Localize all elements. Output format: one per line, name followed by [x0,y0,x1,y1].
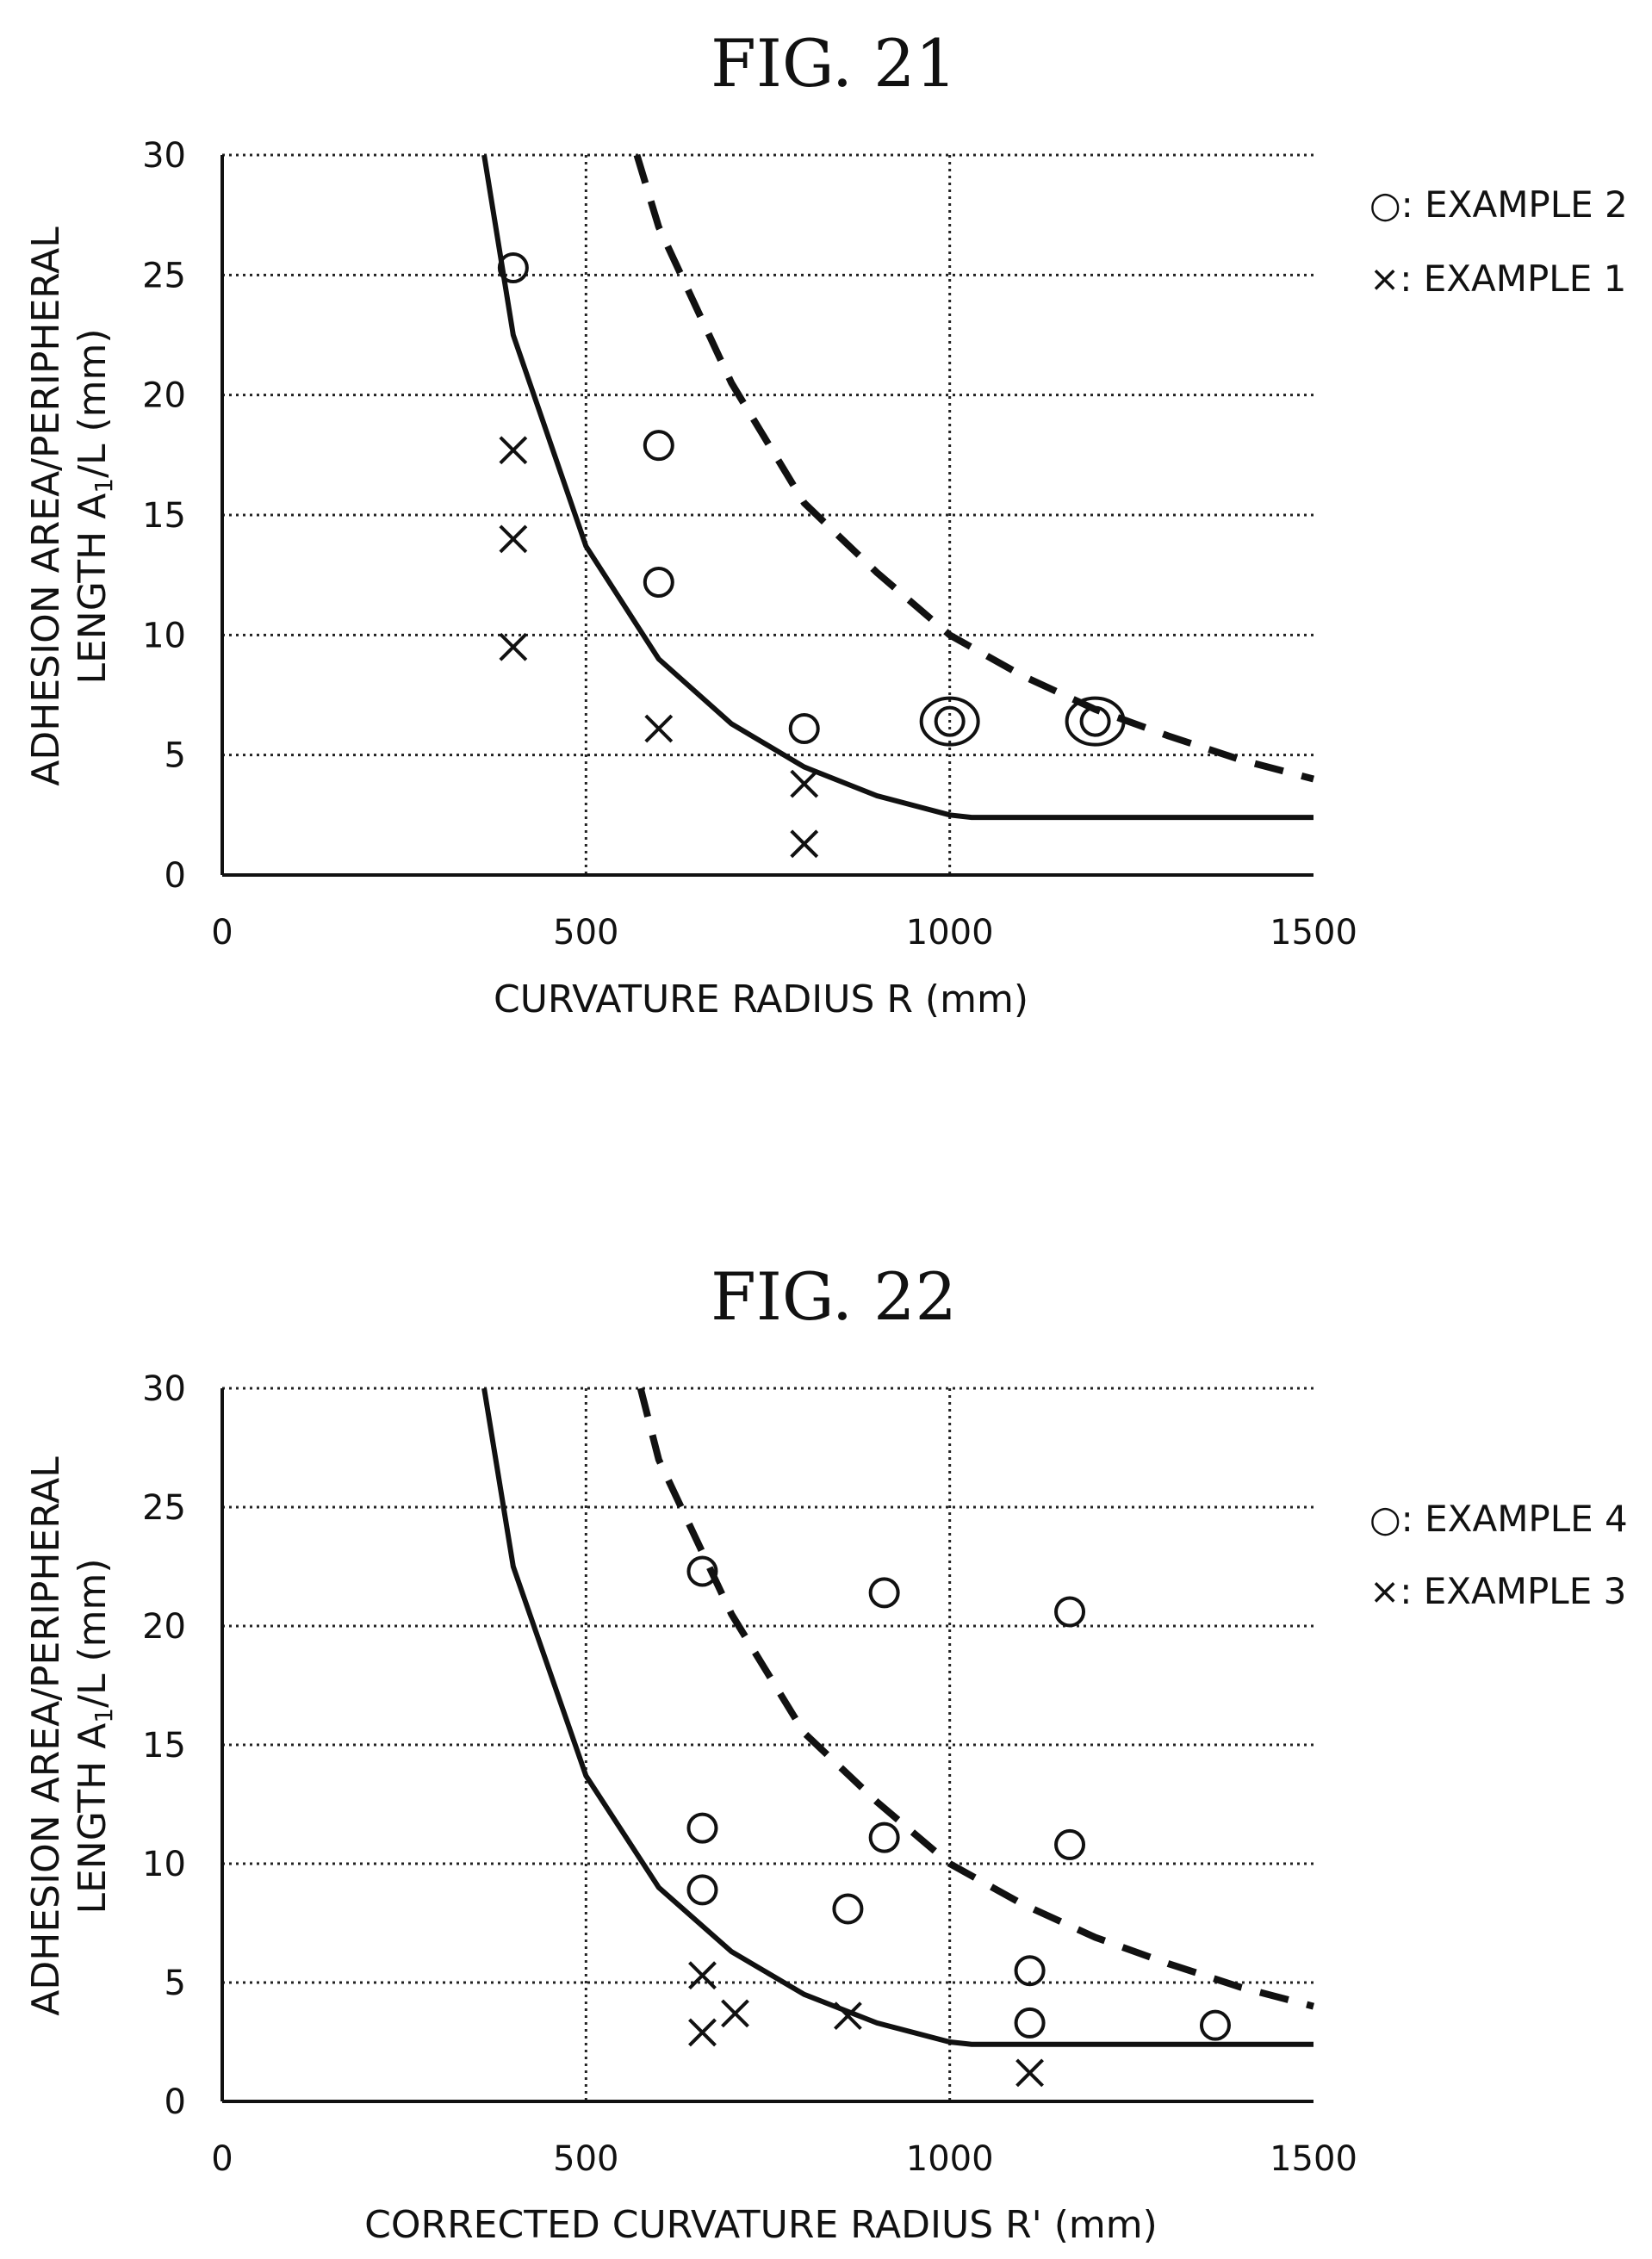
data-point-outer-ring [919,696,980,747]
x-tick-label: 0 [211,2139,233,2179]
y-tick-label: 0 [165,2082,186,2122]
figure-title: FIG. 22 [711,1258,957,1335]
y-axis-label-line1: ADHESION AREA/PERIPHERAL [24,1456,68,2016]
data-point-x [721,1999,749,2028]
x-tick-label: 1000 [906,2139,994,2179]
data-point-x-stroke [721,1999,749,2028]
fig-22-chart: FIG. 22 0 5 10 15 20 25 30 0 500 1000 1500 CORRECTED… [24,1258,1628,2247]
data-point-x-stroke [499,632,528,661]
y-tick-label: 30 [142,1369,186,1409]
legend-entry: ○: EXAMPLE 2 [1369,183,1628,226]
y-tick-label: 5 [165,1964,186,2003]
y-axis-label-line1: ADHESION AREA/PERIPHERAL [24,227,68,786]
y-axis-label-main: LENGTH A [71,493,115,685]
data-point-circle [934,705,966,737]
data-point-circle [1054,1596,1086,1628]
data-point-circle [1014,2007,1046,2039]
threshold-solid-curve [481,1387,1314,2047]
y-tick-label: 15 [142,1726,186,1766]
y-tick-label: 15 [142,496,186,536]
data-point-x [688,1961,717,1990]
data-point-circle [1199,2009,1231,2041]
legend-entry: ○: EXAMPLE 4 [1369,1498,1628,1540]
x-axis-label: CORRECTED CURVATURE RADIUS R' (mm) [364,2203,1158,2247]
x-tick-label: 0 [211,913,233,953]
y-tick-label: 5 [165,736,186,776]
y-tick-label: 20 [142,1607,186,1647]
data-point-circle [686,1812,718,1844]
y-tick-label: 25 [142,1488,186,1528]
data-point-x [688,2018,717,2047]
x-tick-label: 1500 [1270,2139,1357,2179]
data-point-circle [868,1821,900,1853]
data-point-circle [686,1555,718,1587]
data-point-x-stroke [499,436,528,465]
data-point-x-stroke [790,769,819,798]
data-point-x-stroke [688,1961,717,1990]
data-point-x-stroke [499,524,528,554]
data-point-x [1015,2058,1044,2088]
x-tick-label: 1500 [1270,913,1357,953]
data-point-circle [643,430,674,462]
y-tick-label: 10 [142,1845,186,1884]
data-point-circle [643,567,674,599]
legend-entry: ×: EXAMPLE 3 [1369,1570,1626,1612]
threshold-dashed-curve [633,153,1315,783]
data-point-x-stroke [833,2001,862,2031]
data-point-x [790,769,819,798]
y-axis-label-main: LENGTH A [71,1723,115,1915]
y-tick-label: 0 [165,856,186,896]
y-axis-label-tail: /L (mm) [71,1558,115,1707]
data-point-x [833,2001,862,2031]
data-point-x-stroke [688,2018,717,2047]
x-tick-label: 500 [553,913,618,953]
fig-21-chart: FIG. 21 0 5 10 15 20 25 30 0 500 1000 1500 CURVATURE… [24,25,1628,1021]
threshold-solid-curve [481,154,1314,821]
data-point-x [499,632,528,661]
data-point-outer-ring [1065,696,1126,747]
data-point-x [644,714,674,743]
data-point-x-stroke [1015,2058,1044,2088]
data-point-x-stroke [644,714,674,743]
data-point-x-stroke [790,829,819,859]
y-axis-label-tail: /L (mm) [71,328,115,477]
y-tick-label: 10 [142,616,186,655]
data-point-circle [868,1577,900,1609]
legend-entry: ×: EXAMPLE 1 [1369,258,1626,300]
y-tick-label: 25 [142,256,186,295]
y-axis-label-line2: LENGTH A1/L (mm) [71,328,118,684]
data-point-circle [1054,1828,1086,1860]
data-point-circle [832,1893,864,1925]
data-point-x [499,436,528,465]
y-tick-label: 30 [142,136,186,176]
data-point-x [499,524,528,554]
data-point-circle [788,713,820,745]
y-axis-label-line2: LENGTH A1/L (mm) [71,1558,118,1914]
x-tick-label: 1000 [906,913,994,953]
data-point-circle [497,251,529,283]
x-axis-label: CURVATURE RADIUS R (mm) [494,977,1028,1021]
threshold-dashed-curve [637,1387,1315,2010]
data-point-circle [686,1874,718,1906]
y-tick-label: 20 [142,376,186,416]
y-axis-label-subscript: 1 [90,1708,118,1723]
data-point-circle [1014,1955,1046,1987]
figure-title: FIG. 21 [711,25,957,102]
data-point-circle [1079,705,1111,737]
data-point-x [790,829,819,859]
y-axis-label-subscript: 1 [90,478,118,493]
x-tick-label: 500 [553,2139,618,2179]
